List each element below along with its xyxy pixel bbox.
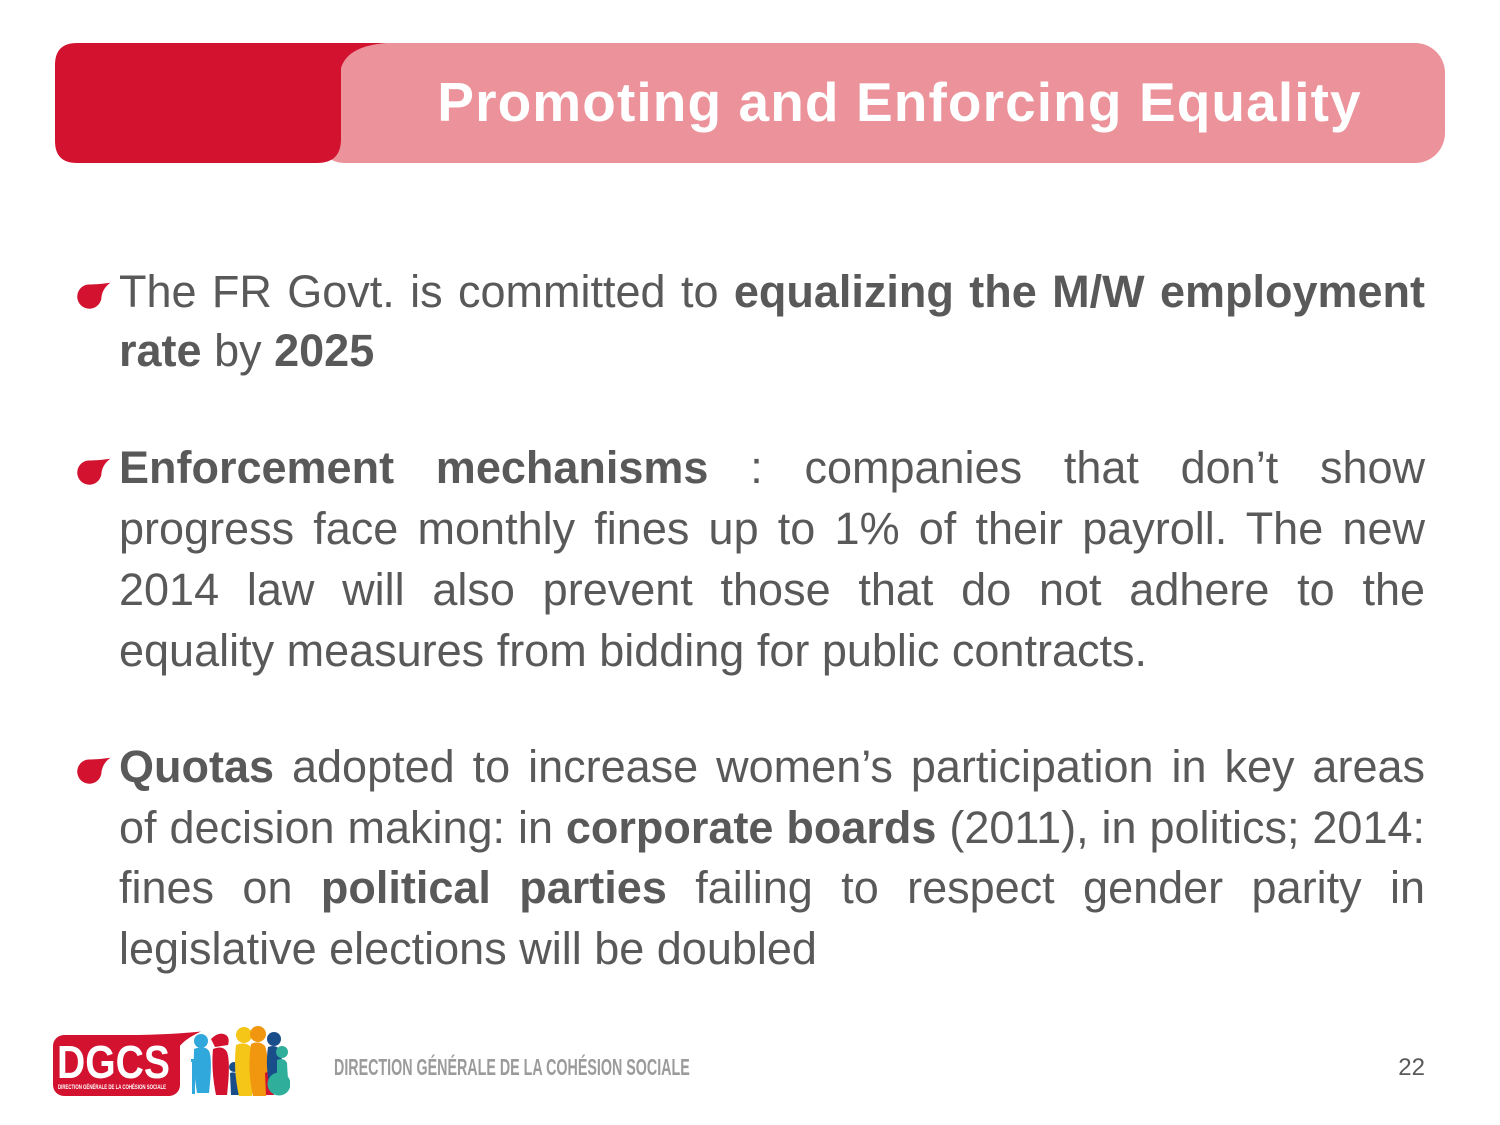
svg-text:DGCS: DGCS — [57, 1036, 170, 1088]
svg-text:DIRECTION GÉNÉRALE DE LA COHÉS: DIRECTION GÉNÉRALE DE LA COHÉSION SOCIAL… — [58, 1082, 166, 1091]
